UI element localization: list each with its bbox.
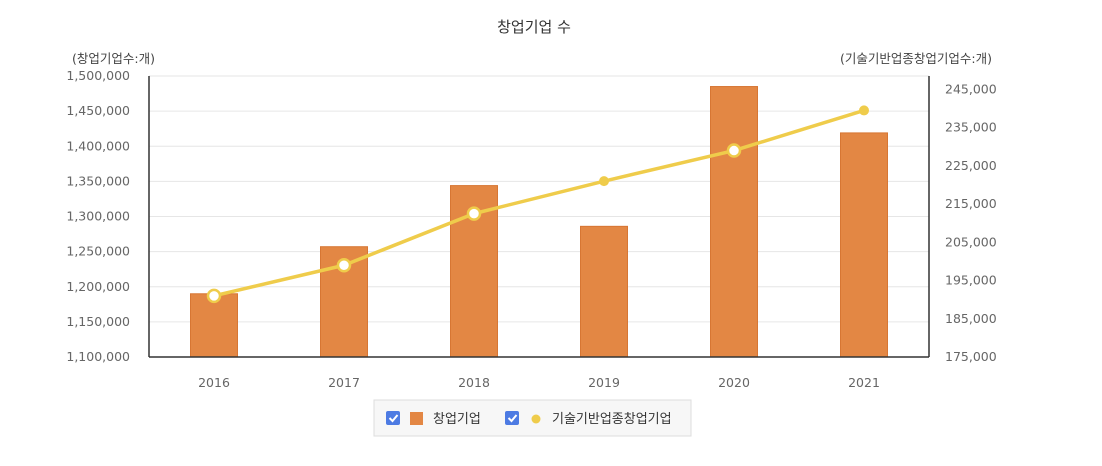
left-axis-tick-label: 1,100,000 — [66, 349, 130, 364]
bar-series — [190, 86, 888, 358]
legend-checkbox-line[interactable] — [505, 411, 519, 425]
x-axis-tick-label: 2020 — [718, 375, 750, 390]
line-point-2018[interactable] — [466, 206, 482, 221]
line-point-2016[interactable] — [206, 288, 222, 304]
legend-swatch-bar — [410, 412, 423, 425]
line-point-2020[interactable] — [726, 143, 742, 158]
right-axis-tick-label: 205,000 — [945, 234, 997, 249]
left-axis-tick-label: 1,150,000 — [66, 314, 130, 329]
line-series — [206, 105, 869, 304]
legend-item-bar[interactable]: 창업기업 — [386, 411, 481, 427]
x-axis-tick-label: 2017 — [328, 375, 360, 390]
legend-label-bar: 창업기업 — [433, 412, 481, 427]
check-icon — [388, 414, 399, 423]
left-axis-ticks: 1,100,000 1,150,000 1,200,000 1,250,000 1,30… — [66, 68, 130, 364]
x-axis-ticks: 2016 2017 2018 2019 2020 2021 — [198, 375, 880, 390]
line-point-2017[interactable] — [336, 257, 352, 273]
right-axis-tick-label: 245,000 — [945, 81, 997, 96]
bar-2021[interactable] — [840, 132, 888, 358]
x-axis-tick-label: 2018 — [458, 375, 490, 390]
line-point-2021[interactable] — [859, 105, 869, 116]
gridlines — [149, 75, 929, 323]
right-axis-tick-label: 195,000 — [945, 273, 997, 288]
left-axis-tick-label: 1,350,000 — [66, 173, 130, 188]
right-axis-ticks: 175,000 185,000 195,000 205,000 215,000 225,0… — [945, 81, 997, 364]
check-icon — [507, 414, 518, 423]
left-axis-tick-label: 1,300,000 — [66, 209, 130, 224]
x-axis-tick-label: 2019 — [588, 375, 620, 390]
left-axis-tick-label: 1,400,000 — [66, 138, 130, 153]
x-axis-tick-label: 2016 — [198, 375, 230, 390]
right-axis-tick-label: 185,000 — [945, 311, 997, 326]
right-axis-tick-label: 235,000 — [945, 120, 997, 135]
line-point-2019[interactable] — [599, 176, 609, 187]
right-axis-tick-label: 175,000 — [945, 349, 997, 364]
bar-2016[interactable] — [190, 293, 238, 358]
chart-title: 창업기업 수 — [497, 18, 571, 36]
right-axis-unit-label: (기술기반업종창업기업수:개) — [840, 51, 992, 66]
left-axis-tick-label: 1,250,000 — [66, 244, 130, 259]
legend-label-line: 기술기반업종창업기업 — [552, 412, 672, 427]
line-path — [213, 108, 865, 298]
bar-2020[interactable] — [710, 86, 758, 358]
left-axis-unit-label: (창업기업수:개) — [72, 51, 155, 66]
left-axis-tick-label: 1,450,000 — [66, 103, 130, 118]
axes — [148, 76, 930, 358]
legend-item-line[interactable]: 기술기반업종창업기업 — [505, 411, 672, 427]
left-axis-tick-label: 1,200,000 — [66, 279, 130, 294]
legend-checkbox-bar[interactable] — [386, 411, 400, 425]
x-axis-tick-label: 2021 — [848, 375, 880, 390]
right-axis-tick-label: 215,000 — [945, 196, 997, 211]
legend: 창업기업 기술기반업종창업기업 — [373, 399, 692, 437]
right-axis-tick-label: 225,000 — [945, 158, 997, 173]
bar-2019[interactable] — [580, 225, 628, 358]
left-axis-tick-label: 1,500,000 — [66, 68, 130, 83]
legend-swatch-line — [531, 414, 541, 424]
